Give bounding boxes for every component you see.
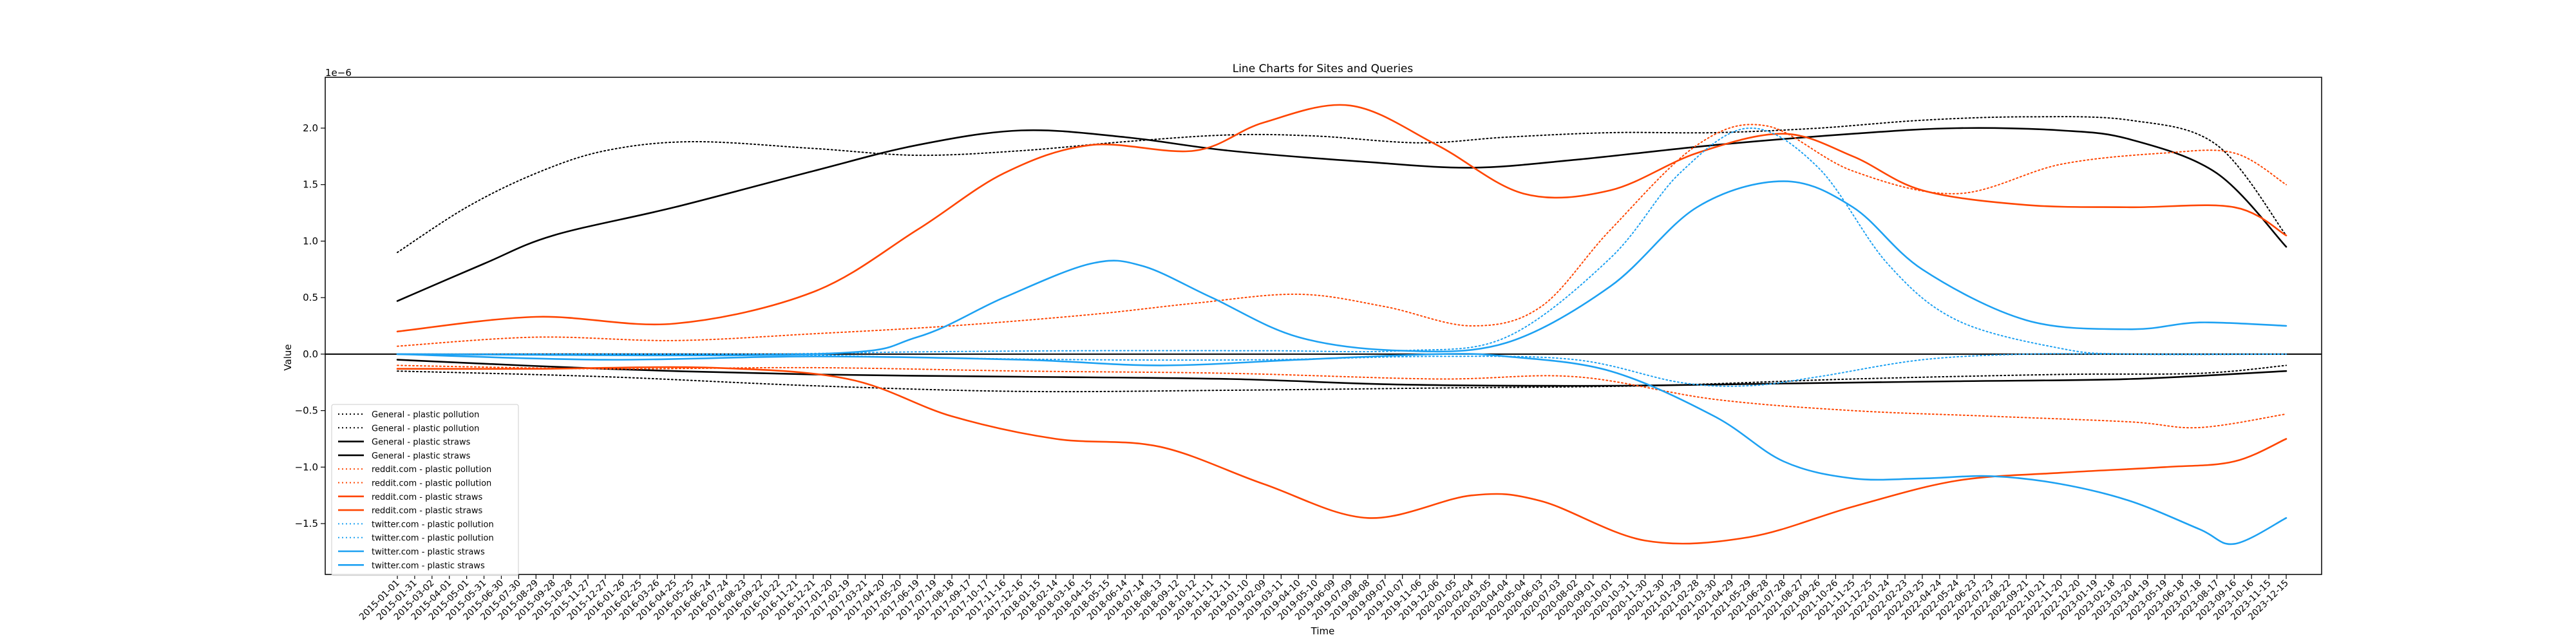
series-line-twitter-com-plastic-pollution-lower — [397, 353, 2287, 387]
y-axis-label: Value — [282, 344, 294, 370]
legend-label: reddit.com - plastic straws — [372, 506, 483, 516]
series-line-twitter-com-plastic-straws-lower — [396, 353, 2287, 545]
plot-frame — [325, 77, 2322, 575]
series-line-reddit-com-plastic-pollution-upper — [397, 124, 2287, 347]
legend-box — [331, 404, 519, 576]
x-axis-label: Time — [1311, 625, 1335, 637]
y-axis-offset-label: 1e−6 — [325, 67, 352, 79]
series-line-general-plastic-pollution-lower — [397, 365, 2287, 393]
legend-label: twitter.com - plastic straws — [372, 561, 485, 571]
legend-label: twitter.com - plastic pollution — [372, 534, 494, 544]
y-tick-label: −1.5 — [295, 518, 318, 529]
legend-label: General - plastic straws — [372, 451, 471, 461]
series-line-general-plastic-straws-upper — [396, 127, 2287, 302]
y-tick-label: 1.0 — [303, 235, 318, 247]
y-tick-label: −0.5 — [295, 405, 318, 417]
y-tick-label: −1.0 — [295, 461, 318, 473]
plot-area: 2015-01-012015-01-312015-03-022015-04-01… — [295, 104, 2322, 622]
legend-label: General - plastic pollution — [372, 410, 479, 420]
y-tick-label: 0.0 — [303, 348, 318, 360]
y-tick-label: 2.0 — [303, 122, 318, 134]
legend-label: reddit.com - plastic pollution — [372, 479, 491, 489]
chart-title: Line Charts for Sites and Queries — [1233, 62, 1414, 75]
legend-label: twitter.com - plastic straws — [372, 547, 485, 557]
legend: General - plastic pollution General - pla… — [331, 404, 519, 576]
legend-label: twitter.com - plastic pollution — [372, 520, 494, 529]
y-tick-label: 0.5 — [303, 292, 318, 303]
legend-label: General - plastic straws — [372, 438, 471, 448]
legend-label: reddit.com - plastic pollution — [372, 465, 491, 475]
series-line-reddit-com-plastic-pollution-lower — [397, 365, 2287, 429]
legend-label: General - plastic pollution — [372, 424, 479, 433]
legend-label: reddit.com - plastic straws — [372, 493, 483, 502]
y-tick-label: 1.5 — [303, 179, 318, 191]
series-line-twitter-com-plastic-straws-upper — [396, 180, 2287, 357]
series-line-general-plastic-straws-lower — [396, 359, 2287, 387]
series-line-reddit-com-plastic-straws-lower — [396, 366, 2287, 545]
series-line-twitter-com-plastic-pollution-upper — [397, 127, 2287, 355]
series-line-reddit-com-plastic-straws-upper — [396, 104, 2287, 333]
